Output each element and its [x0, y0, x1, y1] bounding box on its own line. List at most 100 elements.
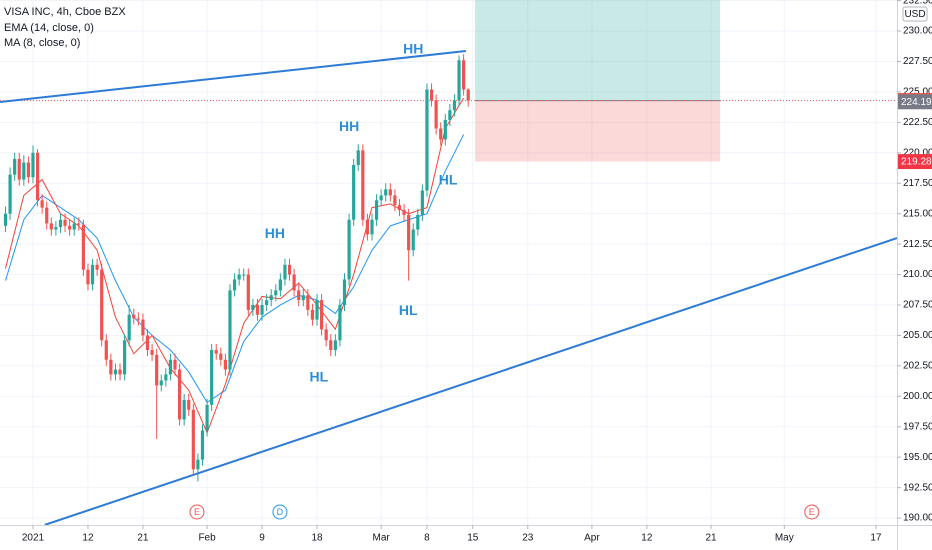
candle-body — [283, 264, 287, 280]
plot: HH HH HH HL HL HL — [0, 0, 897, 525]
candle-body — [26, 162, 31, 178]
candle-body — [315, 300, 319, 320]
candle-body — [242, 274, 246, 276]
y-tick-label: 212.50 — [903, 239, 932, 250]
x-tick-label: 12 — [82, 533, 94, 544]
candle-body — [466, 89, 470, 101]
candle-body — [168, 359, 173, 375]
candle-body — [63, 219, 67, 226]
candle-body — [136, 318, 140, 320]
event-label: E — [194, 507, 200, 517]
event-marker — [272, 504, 288, 520]
candle-body — [246, 274, 250, 310]
candle-body — [104, 340, 108, 360]
candle-body — [159, 380, 163, 386]
candle-body — [274, 290, 278, 296]
x-tick-label: 18 — [311, 533, 323, 544]
annotation: HL — [310, 369, 329, 385]
candle-body — [90, 264, 95, 285]
y-tick-label: 215.00 — [903, 208, 932, 219]
x-tick-label: 2021 — [22, 533, 45, 544]
x-tick-label: May — [775, 533, 794, 544]
candle-body — [374, 200, 379, 220]
candle-body — [113, 369, 118, 375]
annotation: HH — [339, 118, 359, 134]
candle-body — [416, 214, 420, 230]
candle-body — [338, 304, 342, 341]
trendline — [44, 237, 897, 525]
candle-body — [141, 319, 145, 336]
candle-body — [164, 374, 168, 381]
candle-body — [54, 227, 58, 230]
candle-body — [320, 300, 324, 330]
y-tick-label: 222.50 — [903, 117, 932, 128]
candle-body — [429, 89, 434, 101]
candle-body — [402, 210, 406, 215]
annotation: HH — [265, 225, 285, 241]
x-tick-label: Mar — [373, 533, 391, 544]
candle-body — [251, 304, 255, 310]
candle-body — [31, 152, 35, 178]
candle-body — [452, 100, 457, 111]
candle-body — [177, 369, 182, 420]
candle-body — [72, 223, 76, 230]
candle-body — [95, 264, 99, 270]
x-tick-label: 15 — [467, 533, 479, 544]
candle-body — [310, 309, 315, 320]
price-label: 224.19 — [901, 97, 932, 108]
candle-body — [214, 350, 218, 354]
candle-body — [210, 350, 214, 405]
candle-body — [393, 195, 397, 206]
candle-body — [265, 300, 269, 305]
candle-body — [219, 353, 223, 360]
y-tick-label: 192.50 — [903, 482, 932, 493]
candle-body — [255, 304, 260, 315]
candle-body — [297, 290, 301, 301]
y-tick-label: 207.50 — [903, 300, 932, 311]
y-tick-label: 200.00 — [903, 391, 932, 402]
x-tick-label: 21 — [705, 533, 717, 544]
candle-body — [411, 229, 415, 251]
candle-body — [155, 354, 159, 386]
candle-body — [397, 205, 402, 211]
candle-body — [58, 219, 63, 228]
annotation: HL — [439, 172, 458, 188]
candle-body — [35, 152, 40, 201]
target-zone — [475, 0, 721, 101]
candle-body — [306, 295, 310, 310]
y-tick-label: 202.50 — [903, 361, 932, 372]
legend-title: VISA INC, 4h, Cboe BZX — [4, 6, 126, 18]
candle-body — [462, 60, 466, 90]
event-label: D — [277, 507, 284, 517]
annotation: HL — [399, 302, 418, 318]
candle-body — [370, 219, 374, 235]
candle-body — [269, 295, 273, 301]
candle-body — [439, 128, 443, 140]
candle-body — [329, 340, 333, 351]
indicator-line — [5, 134, 465, 404]
candle-body — [388, 189, 392, 196]
candle-body — [384, 189, 388, 196]
y-tick-label: 195.00 — [903, 452, 932, 463]
y-tick-label: 230.00 — [903, 26, 932, 37]
candle-body — [223, 359, 227, 370]
candle-body — [187, 399, 191, 410]
trendline — [0, 50, 467, 104]
stop-zone — [475, 100, 721, 162]
event-marker — [804, 504, 820, 520]
x-tick-label: Feb — [198, 533, 216, 544]
candle-body — [356, 150, 360, 165]
price-label-box — [898, 94, 932, 110]
candle-body — [100, 269, 104, 341]
candle-body — [145, 335, 150, 351]
candle-body — [45, 207, 49, 224]
candle-body — [40, 200, 44, 208]
candle-body — [457, 60, 461, 101]
y-tick-label: 220.00 — [903, 147, 932, 158]
y-tick-label: 197.50 — [903, 421, 932, 432]
x-tick-label: 8 — [424, 533, 430, 544]
candle-body — [333, 340, 337, 351]
price-label-box — [898, 154, 932, 170]
candle-body — [434, 100, 438, 129]
